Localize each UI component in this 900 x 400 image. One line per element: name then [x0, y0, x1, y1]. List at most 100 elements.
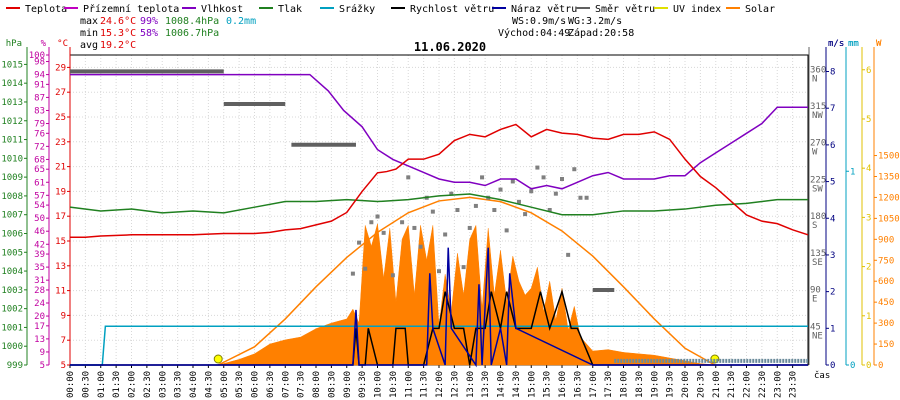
uv-tick-label-4: 4 [866, 164, 871, 174]
solar-tick-label-0: 0 [878, 361, 883, 371]
wind-dir-point-16 [455, 208, 460, 212]
wind-dir-point-24 [504, 228, 509, 233]
humidity-tick-label-19: 76 [34, 129, 45, 139]
wind-speed-tick-label-4: 4 [830, 214, 835, 224]
wind-speed-tick-label-5: 5 [830, 178, 835, 188]
x-tick-label-24: 12:00 [435, 371, 445, 398]
temperature-tick-label-12: 29 [55, 63, 66, 73]
humidity-tick-label-16: 65 [34, 165, 45, 175]
wind-info: WS:0.9m/s WG:3.2m/s Východ:04:49 Západ:2… [498, 16, 634, 39]
legend-label-1: Přízemní teplota [83, 3, 179, 15]
wind-dir-point-2 [363, 266, 368, 271]
legend-label-6: Náraz větru [511, 3, 577, 15]
x-tick-label-15: 07:30 [297, 371, 307, 398]
wind-dir-point-4 [375, 214, 380, 219]
wind-dir-point-25 [510, 179, 515, 184]
temperature-tick-label-9: 23 [55, 138, 66, 148]
x-tick-label-0: 00:00 [66, 371, 76, 398]
humidity-tick-label-14: 57 [34, 191, 45, 201]
temperature-tick-label-1: 7 [61, 336, 66, 346]
wind-dir-tick-label-1: NW [812, 111, 823, 121]
legend-label-2: Vlhkost [201, 4, 243, 15]
x-tick-label-44: 22:00 [743, 371, 753, 398]
x-tick-label-23: 11:30 [420, 371, 430, 398]
x-tick-label-34: 17:00 [589, 371, 599, 398]
x-tick-label-6: 03:00 [158, 371, 168, 398]
wind-dir-point-20 [480, 175, 485, 180]
solar-envelope-line [217, 196, 716, 366]
x-tick-label-9: 04:30 [204, 371, 214, 398]
x-tick-label-42: 21:00 [712, 371, 722, 398]
uv-tick-label-6: 6 [866, 66, 871, 76]
wind-speed-tick-label-1: 1 [830, 324, 835, 334]
humidity-tick-label-23: 91 [34, 80, 45, 90]
legend-label-4: Srážky [339, 3, 375, 15]
x-tick-label-20: 10:00 [374, 371, 384, 398]
solar-tick-label-2: 300 [878, 319, 894, 329]
humidity-tick-label-0: 5 [40, 361, 45, 371]
stat-max-label: max [80, 16, 98, 27]
humidity-tick-label-10: 42 [34, 240, 45, 250]
wind-dir-tick-value-7: 45 [810, 322, 821, 332]
x-tick-label-16: 08:00 [312, 371, 322, 398]
solar-tick-label-9: 1350 [878, 172, 900, 182]
pressure-tick-label-5: 1004 [1, 267, 23, 277]
wind-dir-point-36 [578, 195, 583, 200]
wind-dir-tick-value-5: 135 [810, 249, 826, 259]
stat-max-press: 1008.4hPa [165, 16, 219, 27]
humidity-tick-label-11: 46 [34, 227, 45, 237]
solar-tick-label-3: 450 [878, 298, 894, 308]
wind-dir-tick-value-3: 225 [810, 175, 826, 185]
pressure-tick-label-2: 1001 [1, 323, 23, 333]
temperature-tick-label-11: 27 [55, 88, 66, 98]
pressure-tick-label-8: 1007 [1, 211, 23, 221]
stat-rain-total: 0.2mm [226, 16, 256, 27]
humidity-tick-label-24: 94 [34, 71, 45, 81]
sunset-text: Západ:20:58 [568, 27, 634, 39]
uv-tick-label-5: 5 [866, 115, 871, 125]
wind-dir-point-30 [541, 175, 546, 180]
wind-dir-point-37 [584, 195, 589, 200]
wind-dir-point-32 [553, 191, 558, 196]
pressure-tick-label-0: 999 [7, 361, 23, 371]
legend-label-8: UV index [673, 4, 721, 15]
humidity-tick-label-21: 83 [34, 106, 45, 116]
pressure-tick-label-15: 1014 [1, 79, 23, 89]
wind-gust-line [70, 247, 808, 368]
humidity-tick-label-26: 100 [29, 51, 45, 61]
wind-dir-point-17 [461, 265, 466, 270]
x-tick-label-22: 11:00 [404, 371, 414, 398]
x-tick-label-1: 00:30 [81, 371, 91, 398]
humidity-unit: % [41, 39, 47, 49]
wind-dir-point-10 [418, 244, 423, 249]
wind-ws: WS:0.9m/s [512, 16, 566, 27]
wind-dir-point-28 [529, 189, 534, 194]
uv-tick-label-2: 2 [866, 263, 871, 273]
pressure-tick-label-12: 1011 [1, 136, 23, 146]
x-tick-label-36: 18:00 [620, 371, 630, 398]
humidity-tick-label-9: 39 [34, 250, 45, 260]
humidity-tick-label-17: 68 [34, 155, 45, 165]
wind-dir-tick-label-0: N [812, 74, 817, 84]
pressure-tick-label-9: 1008 [1, 192, 23, 202]
x-tick-label-35: 17:30 [604, 371, 614, 398]
x-tick-label-30: 15:00 [527, 371, 537, 398]
x-tick-label-39: 19:30 [666, 371, 676, 398]
humidity-tick-label-22: 87 [34, 93, 45, 103]
temperature-tick-label-7: 19 [55, 187, 66, 197]
wind-dir-point-35 [572, 167, 577, 172]
x-tick-label-19: 09:30 [358, 371, 368, 398]
solar-tick-label-10: 1500 [878, 152, 900, 162]
wind-dir-point-12 [430, 209, 435, 214]
x-tick-label-8: 04:00 [189, 371, 199, 398]
humidity-tick-label-20: 79 [34, 120, 45, 130]
rain-tick-label-1: 1 [850, 167, 855, 177]
wind-speed-unit: m/s [828, 39, 844, 49]
pressure-tick-label-4: 1003 [1, 286, 23, 296]
wind-dir-tick-value-2: 270 [810, 139, 826, 149]
solar-unit: W [876, 39, 882, 49]
wind-dir-tick-label-3: SW [812, 184, 823, 194]
wind-dir-point-34 [566, 252, 571, 257]
temperature-tick-label-4: 13 [55, 262, 66, 272]
pressure-tick-label-3: 1002 [1, 305, 23, 315]
